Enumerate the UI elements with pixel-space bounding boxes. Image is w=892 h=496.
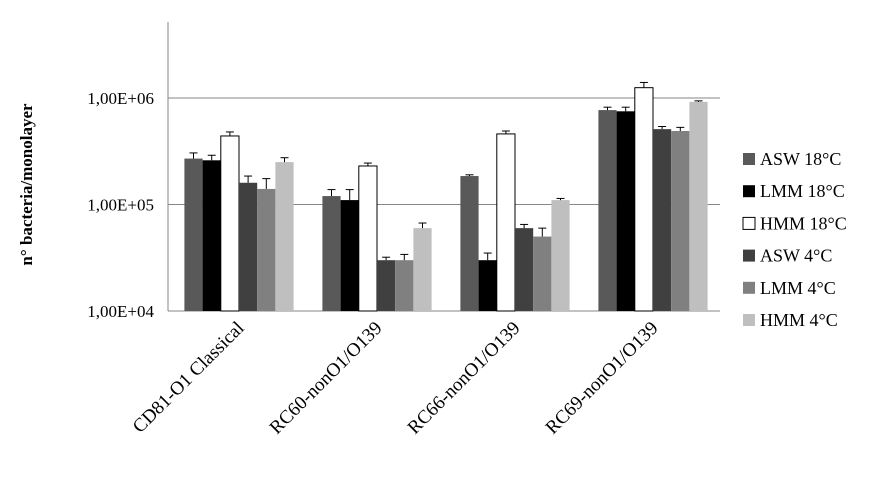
bar	[616, 111, 635, 312]
bar	[653, 129, 672, 311]
bar	[478, 260, 497, 311]
bar	[551, 200, 570, 311]
legend-label: HMM 18°C	[760, 213, 847, 233]
bar	[358, 165, 378, 312]
legend: ASW 18°C LMM 18°C HMM 18°C ASW 4°C LMM 4°C HM…	[742, 149, 847, 330]
y-tick-labels: 1,00E+04 1,00E+05 1,00E+06	[87, 89, 154, 321]
bar	[496, 133, 516, 312]
bar	[460, 176, 479, 311]
bar	[533, 236, 552, 311]
bar	[257, 188, 276, 311]
bar	[634, 87, 654, 312]
y-tick-label: 1,00E+04	[87, 302, 154, 321]
legend-swatch	[743, 153, 755, 165]
x-tick-label: RC69-nonO1/O139	[542, 318, 663, 439]
bar	[598, 110, 617, 311]
legend-label: LMM 18°C	[760, 181, 845, 201]
bar	[275, 162, 294, 311]
bar	[413, 228, 432, 311]
y-tick-label: 1,00E+06	[87, 89, 154, 108]
y-tick-label: 1,00E+05	[87, 196, 154, 215]
error-bars	[189, 81, 703, 261]
bars	[184, 87, 708, 312]
legend-swatch	[743, 249, 755, 262]
bar	[515, 228, 534, 311]
bar	[202, 160, 221, 311]
bar	[184, 158, 203, 311]
bar	[340, 200, 359, 311]
legend-label: HMM 4°C	[760, 310, 838, 330]
legend-swatch	[743, 314, 755, 326]
x-tick-label: CD81-O1 Classical	[129, 318, 249, 438]
bar	[239, 182, 258, 311]
bar	[671, 130, 690, 311]
legend-swatch	[742, 216, 756, 230]
legend-swatch	[743, 185, 755, 198]
legend-label: LMM 4°C	[760, 278, 836, 298]
x-tick-label: RC66-nonO1/O139	[404, 318, 525, 439]
y-axis-label: n° bacteria/monolayer	[17, 103, 36, 266]
x-tick-labels: CD81-O1 Classical RC60-nonO1/O139 RC66-non…	[129, 318, 663, 439]
bar	[689, 101, 708, 311]
bar	[220, 135, 240, 312]
bar	[322, 196, 341, 311]
bar	[377, 260, 396, 311]
x-tick-label: RC60-nonO1/O139	[266, 318, 387, 439]
legend-label: ASW 4°C	[760, 246, 832, 266]
legend-swatch	[743, 281, 755, 294]
legend-label: ASW 18°C	[760, 149, 841, 169]
bar	[395, 260, 414, 311]
